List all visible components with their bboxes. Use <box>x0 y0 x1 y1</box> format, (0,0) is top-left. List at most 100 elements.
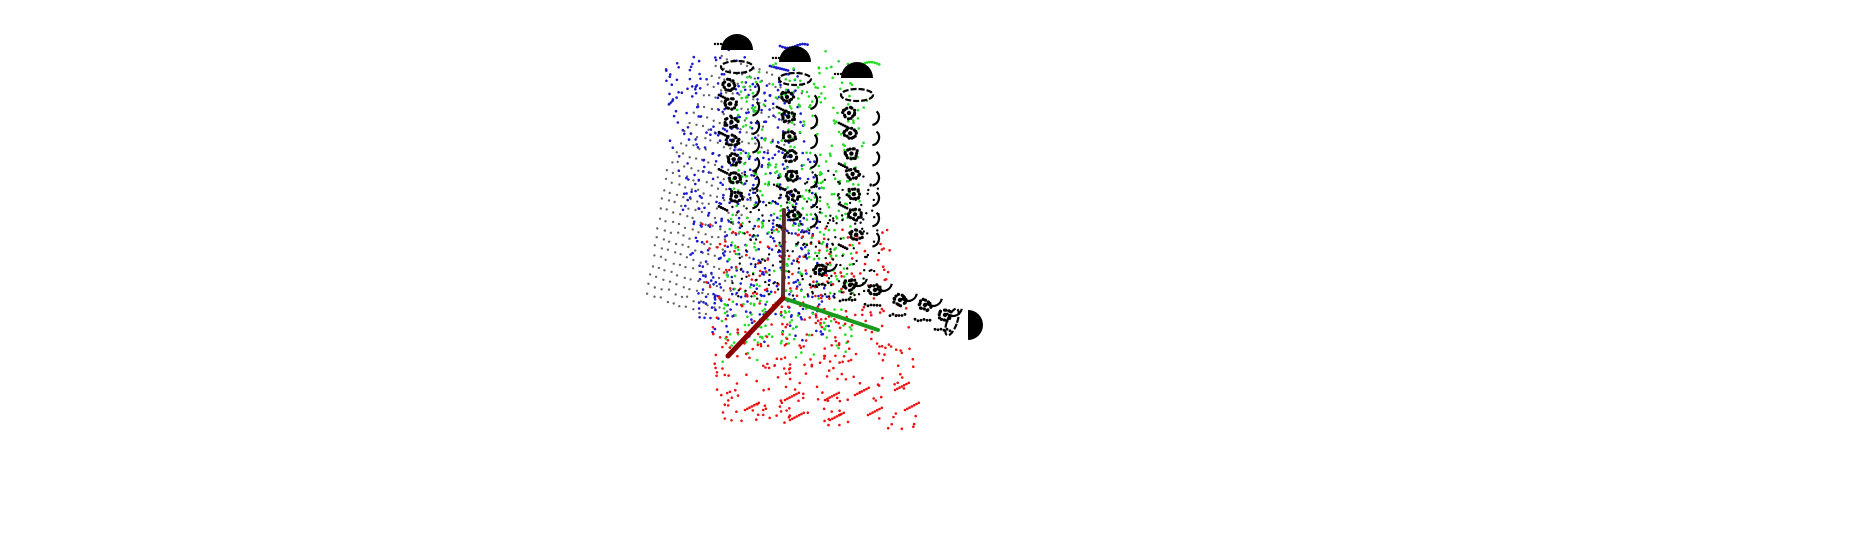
gray-point <box>682 234 685 237</box>
green-point <box>799 289 803 293</box>
ring <box>839 87 875 103</box>
black-point <box>942 318 947 322</box>
black-point <box>878 304 882 307</box>
black-point <box>854 154 858 158</box>
red-point <box>838 423 841 427</box>
black-point <box>858 236 862 240</box>
black-point <box>749 238 752 242</box>
red-point <box>812 280 815 284</box>
blue-point <box>668 75 672 78</box>
gray-point <box>745 131 748 134</box>
gray-point <box>722 289 725 292</box>
black-point <box>872 240 876 243</box>
blue-point <box>721 183 724 186</box>
red-point <box>870 330 874 334</box>
red-point <box>849 358 853 362</box>
black-point <box>903 313 907 316</box>
green-point <box>725 273 729 276</box>
green-point <box>797 222 801 226</box>
black-point <box>869 184 872 187</box>
blue-point <box>709 128 713 131</box>
gray-point <box>725 91 728 94</box>
green-point <box>742 302 745 306</box>
gray-point <box>735 213 738 217</box>
red-point <box>708 247 711 250</box>
green-point <box>832 106 835 110</box>
black-point <box>852 147 856 151</box>
green-point <box>819 101 823 104</box>
blue-point <box>776 88 780 92</box>
red-point <box>757 401 761 405</box>
red-point <box>858 391 861 394</box>
blue-point <box>778 44 782 48</box>
blue-point <box>733 148 736 152</box>
green-point <box>725 303 728 307</box>
black-point <box>725 42 729 46</box>
blue-point <box>720 72 724 76</box>
green-point <box>837 130 841 134</box>
gray-point <box>692 308 695 311</box>
green-point <box>829 280 833 284</box>
green-point <box>772 229 776 232</box>
red-point <box>714 353 718 357</box>
green-point <box>745 244 748 247</box>
green-point <box>825 67 828 70</box>
gray-point <box>660 288 663 291</box>
gray-point <box>715 284 719 288</box>
black-point <box>790 198 795 202</box>
blue-point <box>738 226 742 229</box>
red-point <box>802 411 806 415</box>
black-point <box>853 108 857 112</box>
green-point <box>772 212 776 216</box>
black-point <box>841 298 845 302</box>
red-point <box>846 236 850 239</box>
red-point <box>723 244 727 248</box>
red-point <box>788 414 792 417</box>
black-point <box>833 267 836 270</box>
black-point <box>797 267 801 270</box>
blue-point <box>697 301 701 304</box>
gray-point <box>765 71 769 74</box>
blue-point <box>744 81 748 84</box>
black-point <box>829 248 832 251</box>
black-point <box>825 225 828 228</box>
red-point <box>900 427 904 431</box>
gray-point <box>675 193 679 197</box>
blue-point <box>722 73 726 76</box>
gray-point <box>722 112 725 116</box>
green-point <box>787 257 790 261</box>
red-point <box>775 228 778 231</box>
blue-point <box>686 126 690 129</box>
blue-point <box>744 310 748 313</box>
red-point <box>793 388 797 391</box>
black-point <box>838 182 841 185</box>
gray-point <box>680 204 683 208</box>
green-point <box>745 117 748 120</box>
red-point <box>783 421 786 424</box>
black-point <box>862 282 865 285</box>
black-point <box>784 139 788 143</box>
green-point <box>746 155 750 158</box>
gray-point <box>681 243 684 246</box>
blue-point <box>799 120 802 124</box>
gray-point <box>706 262 709 266</box>
blue-point <box>749 262 753 266</box>
green-point <box>785 262 789 266</box>
black-point <box>817 263 821 267</box>
gray-point <box>714 64 717 68</box>
green-point <box>720 319 724 323</box>
green-point <box>758 299 762 303</box>
blue-point <box>700 250 703 254</box>
arc-segment <box>872 151 881 167</box>
red-point <box>834 320 838 324</box>
black-point <box>791 179 795 183</box>
arc-segment <box>872 232 881 248</box>
black-point <box>792 213 797 218</box>
red-point <box>746 230 749 234</box>
gray-point <box>668 191 671 195</box>
black-point <box>776 288 780 291</box>
red-point <box>718 336 722 339</box>
arc-segment <box>872 171 881 187</box>
